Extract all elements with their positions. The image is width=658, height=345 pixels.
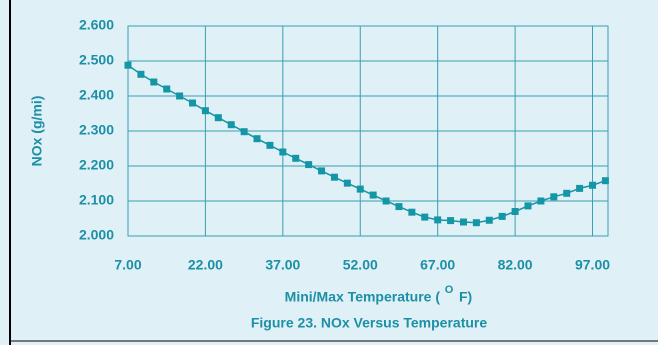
marker — [176, 92, 184, 100]
marker — [330, 173, 338, 181]
marker — [318, 167, 326, 175]
marker — [137, 70, 145, 78]
marker — [511, 208, 519, 215]
caption: Figure 23. NOx Versus Temperature — [251, 315, 487, 331]
marker — [550, 193, 558, 201]
x-tick-label: 97.00 — [575, 257, 610, 273]
x-tick-label: 37.00 — [265, 257, 300, 273]
y-axis-label: NOx (g/mi) — [29, 96, 45, 167]
marker — [472, 219, 480, 227]
x-tick-label: 52.00 — [343, 257, 378, 273]
y-tick-label: 2.300 — [79, 122, 114, 138]
marker — [447, 217, 455, 225]
x-tick-label: 22.00 — [188, 257, 223, 273]
marker — [253, 135, 261, 143]
y-tick-label: 2.600 — [79, 17, 114, 33]
x-tick-label: 82.00 — [498, 257, 533, 273]
marker — [279, 148, 287, 156]
marker — [124, 61, 132, 69]
x-axis-label-unit: F) — [459, 289, 472, 305]
marker — [150, 78, 158, 86]
marker — [369, 191, 377, 199]
x-axis-label-sup: O — [445, 284, 454, 296]
marker — [227, 121, 235, 129]
marker — [189, 99, 197, 107]
y-tick-label: 2.400 — [79, 87, 114, 103]
marker — [163, 85, 171, 93]
marker — [201, 107, 209, 115]
marker — [589, 181, 597, 189]
marker — [421, 213, 429, 221]
marker — [563, 189, 571, 197]
marker — [498, 212, 506, 220]
marker — [266, 141, 274, 149]
marker — [459, 218, 467, 226]
marker — [434, 216, 442, 224]
marker — [305, 161, 313, 169]
marker — [343, 179, 351, 187]
marker — [485, 216, 493, 224]
marker — [537, 197, 545, 205]
marker — [382, 197, 390, 205]
marker — [395, 203, 403, 211]
marker — [408, 208, 416, 216]
x-axis-label: Mini/Max Temperature ( — [285, 289, 441, 305]
marker — [292, 154, 300, 162]
marker — [356, 185, 364, 193]
marker — [576, 184, 584, 192]
marker — [240, 128, 248, 136]
x-tick-label: 67.00 — [420, 257, 455, 273]
y-tick-label: 2.500 — [79, 52, 114, 68]
marker — [524, 202, 532, 210]
marker — [214, 114, 222, 122]
marker — [601, 177, 609, 185]
y-tick-label: 2.100 — [79, 192, 114, 208]
x-tick-label: 7.00 — [114, 257, 141, 273]
y-tick-label: 2.200 — [79, 157, 114, 173]
y-tick-label: 2.000 — [79, 227, 114, 243]
